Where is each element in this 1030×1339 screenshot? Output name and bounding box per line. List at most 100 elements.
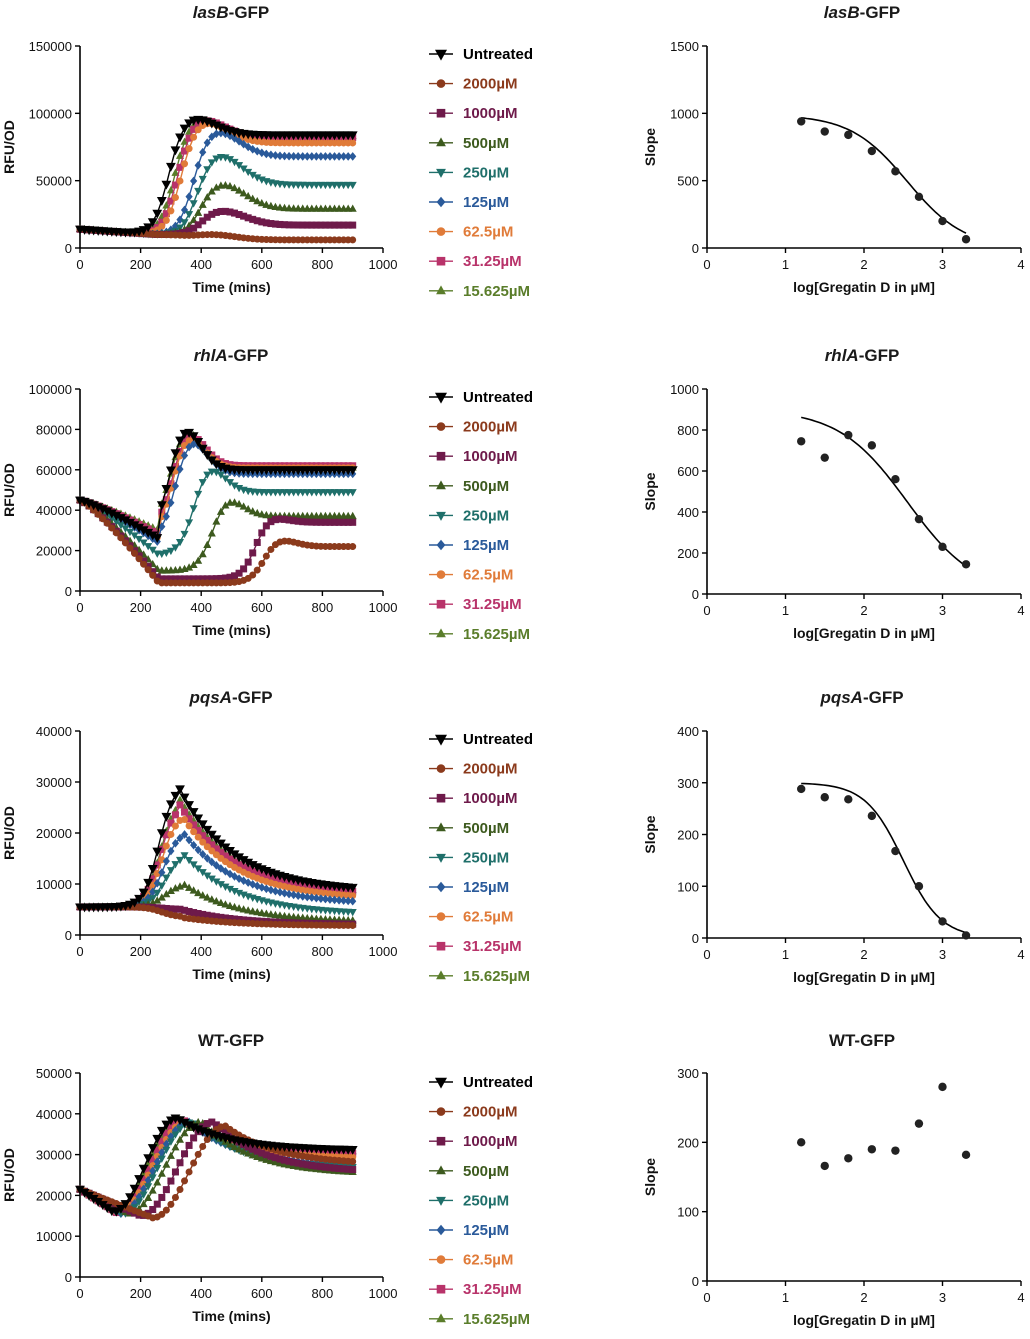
WT-time-data-point [157,1155,166,1163]
pqsA-dose-x-tick-label: 1 [782,947,789,962]
pqsA-time-data-point [156,829,167,839]
rhlA-dose-x-tick-label: 2 [860,603,867,618]
lasB-time-data-point [349,139,357,147]
pqsA-time-series-0 [75,785,358,913]
pqsA-time-y-tick-label: 0 [65,928,72,943]
rhlA-time-data-point [348,489,357,497]
pqsA-time-data-point [170,791,181,801]
WT-time-y-tick-label: 30000 [36,1148,72,1163]
legend-label: 500µM [463,478,509,495]
pqsA-time-data-point [347,883,358,893]
rhlA-time-data-point [240,565,248,573]
legend-swatch-marker [436,1196,446,1206]
legend-label: 2000µM [463,76,518,93]
WT-time-data-point [239,1147,248,1155]
WT-time-data-point [162,1206,170,1214]
rhlA-time-data-point [197,444,208,454]
legend-swatch-marker [434,392,448,404]
lasB-dose-data-point [961,235,971,244]
WT-time-data-point [347,1145,358,1155]
legend-swatch-marker [436,79,446,88]
rhlA-time-y-label: RFU/OD [1,463,17,517]
lasB-time-data-point [185,192,193,201]
pqsA-dose-title-suffix: -GFP [863,688,904,707]
rhlA-time-data-point [135,535,144,544]
lasB-time-data-point [207,187,216,195]
WT-dose-x-tick-label: 3 [939,1290,946,1305]
WT-time-data-point [167,1200,175,1208]
WT-dose-x-tick-label: 1 [782,1290,789,1305]
pqsA-time-data-point [175,785,185,795]
pqsA-time-data-point [188,808,199,818]
WT-dose-data-point [961,1150,971,1160]
lasB-time-data-point [230,134,239,143]
WT-time-data-point [161,1120,172,1130]
rhlA-dose-y-tick-label: 1000 [670,382,699,397]
lasB-dose-fit-curve [801,117,967,234]
pqsA-time-data-point [152,847,163,857]
lasB-dose-data-point [797,117,806,126]
pqsA-time-data-point [206,830,217,840]
WT-time-series-0 [75,1114,358,1217]
lasB-time-data-point [162,201,171,209]
lasB-time-data-point [179,124,190,134]
WT-time-y-tick-label: 20000 [36,1188,72,1203]
pqsA-time-data-point [308,893,316,902]
legend-label: 125µM [463,194,509,211]
rhlA-dose-title: rhlA-GFP [825,346,900,365]
legend-swatch-marker [436,137,446,147]
pqsA-time-data-point [216,898,225,907]
WT-time-data-point [149,1206,157,1214]
lasB-dose-x-tick-label: 0 [703,257,710,272]
lasB-time-data-point [348,204,357,212]
lasB-time-data-point [244,191,253,200]
rhlA-time-data-point [99,515,107,523]
pqsA-time-data-point [203,843,211,851]
rhlA-time-data-point [189,505,198,513]
WT-time-data-point [135,1198,144,1206]
legend-label: 15.625µM [463,1311,530,1328]
pqsA-time-data-point [193,814,204,824]
legend-swatch-marker [436,941,446,951]
pqsA-time-data-point [190,840,198,850]
WT-time-data-point [349,1158,357,1166]
rhlA-time-x-tick-label: 400 [190,600,212,615]
WT-time-data-point [158,1210,166,1218]
pqsA-time-data-point [198,891,207,899]
rhlA-time-data-point [180,451,189,460]
lasB-dose-data-point [867,146,877,156]
legend-label: 125µM [463,1222,509,1239]
lasB-dose-y-tick-label: 1500 [670,39,699,54]
lasB-time-data-point [349,152,357,161]
rhlA-time-data-point [267,545,275,553]
lasB-time-data-point [262,200,271,208]
rhlA-time-data-point [239,502,248,510]
pqsA-time-data-point [253,907,262,916]
WT-time-data-point [153,1178,162,1186]
pqsA-time-data-point [317,894,325,903]
lasB-dose-y-tick-label: 1000 [670,106,699,121]
rhlA-time-y-tick-label: 0 [65,584,72,599]
lasB-time-data-point [276,151,284,161]
legend-swatch-marker [436,1136,446,1146]
pqsA-time-data-point [176,833,184,843]
rhlA-dose-data-point [914,514,924,524]
pqsA-time-title: pqsA-GFP [188,688,272,707]
rhlA-time-data-point [235,499,244,508]
WT-time-data-point [248,1151,257,1159]
rhlA-time-data-point [248,507,257,515]
legend-swatch-marker [436,853,446,863]
lasB-time-data-point [156,197,167,206]
lasB-time-data-point [190,133,198,141]
lasB-time-data-point [198,175,207,184]
WT-time-data-point [152,1134,163,1144]
rhlA-time-data-point [171,544,180,552]
rhlA-time-data-point [117,534,125,542]
rhlA-time-data-point [140,560,148,568]
lasB-time-data-point [203,138,211,148]
pqsA-time-data-point [221,900,230,908]
legend-label: 1000µM [463,448,518,465]
WT-time-x-tick-label: 400 [190,1286,212,1301]
